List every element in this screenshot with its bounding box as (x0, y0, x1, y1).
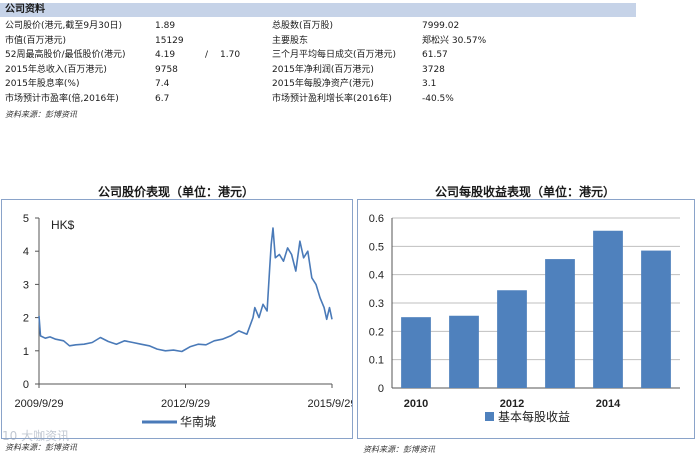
eps-bar (401, 317, 431, 388)
info-label: 总股数(百万股) (272, 21, 334, 31)
info-value: 1.89 (155, 21, 176, 31)
info-value: 9758 (155, 64, 178, 75)
source-note-left: 资料来源：彭博资讯 (5, 443, 77, 452)
price-series-line (38, 227, 333, 353)
y-tick-label: 0.3 (369, 298, 384, 310)
info-value: 61.57 (422, 50, 448, 60)
price-chart-frame: 0 1 2 3 4 5 2009/9/29 2012/9/29 2015/9/29 HK$ 华南城 (1, 199, 357, 439)
x-tick-label: 2012 (500, 398, 524, 410)
eps-bar-chart: 0 0.1 0.2 0.3 0.4 0.5 0.6 2010 2012 2014 基本每股收益 (369, 213, 680, 424)
eps-bar (545, 259, 575, 388)
y-tick-label: 1 (23, 346, 29, 358)
price-line-chart: 0 1 2 3 4 5 2009/9/29 2012/9/29 2015/9/29 HK$ 华南城 (15, 213, 357, 429)
legend-label: 华南城 (180, 414, 216, 429)
legend-swatch (485, 412, 494, 421)
info-label: 市场预计盈利增长率(2016年) (272, 93, 392, 104)
x-tick-label: 2009/9/29 (15, 398, 64, 410)
x-tick-label: 2014 (596, 398, 621, 410)
info-value: 3728 (422, 64, 445, 75)
info-label: 市场预计市盈率(倍,2016年) (5, 93, 119, 104)
eps-chart-frame: 0 0.1 0.2 0.3 0.4 0.5 0.6 2010 2012 2014 基本每股收益 (357, 199, 695, 439)
x-tick-label: 2010 (404, 398, 428, 410)
eps-bar (497, 290, 527, 388)
source-note-right: 资料来源：彭博资讯 (363, 445, 435, 454)
y-tick-label: 0.5 (369, 241, 384, 253)
watermark: 10 大咖资讯 (2, 429, 70, 443)
info-value: 7999.02 (422, 21, 460, 31)
info-value: 4.19 (155, 50, 176, 60)
info-value: -40.5% (422, 93, 454, 104)
y-tick-label: 2 (23, 313, 29, 325)
info-value: 郑松兴 30.57% (422, 35, 487, 46)
info-label: 公司股价(港元,截至9月30日) (5, 21, 123, 31)
info-separator: / (205, 50, 209, 60)
info-value: 6.7 (155, 93, 170, 104)
section-title: 公司资料 (5, 4, 45, 15)
y-tick-label: 0 (23, 379, 29, 391)
y-tick-label: 0.4 (369, 270, 384, 282)
y-tick-label: 0.2 (369, 326, 384, 338)
y-axis-label: HK$ (51, 218, 75, 232)
eps-bar (641, 250, 671, 388)
info-value: 15129 (155, 35, 184, 46)
y-tick-label: 3 (23, 279, 29, 291)
y-tick-label: 5 (23, 213, 29, 225)
price-chart-title: 公司股价表现（单位：港元） (97, 185, 254, 199)
eps-bar (593, 230, 623, 388)
x-tick-label: 2012/9/29 (161, 398, 210, 410)
info-label: 2015年股息率(%) (5, 79, 80, 89)
info-label: 2015年净利润(百万港元) (272, 64, 374, 75)
info-label: 主要股东 (272, 35, 309, 46)
section-header: 公司资料 (0, 3, 636, 17)
source-note-top: 资料来源：彭博资讯 (5, 110, 77, 119)
y-tick-label: 0 (378, 383, 384, 395)
info-label: 2015年总收入(百万港元) (5, 64, 107, 75)
info-value: 7.4 (155, 79, 170, 89)
info-label: 2015年每股净资产(港元) (272, 79, 374, 89)
eps-bar (449, 315, 479, 388)
y-tick-label: 0.6 (369, 213, 384, 225)
info-label: 市值(百万港元) (5, 35, 67, 46)
info-value: 3.1 (422, 79, 437, 89)
eps-chart-title: 公司每股收益表现（单位：港元） (434, 185, 615, 199)
x-tick-label: 2015/9/29 (308, 398, 352, 410)
info-label: 三个月平均每日成交(百万港元) (272, 50, 397, 60)
info-label: 52周最高股价/最低股价(港元) (5, 50, 126, 60)
y-tick-label: 4 (23, 246, 29, 258)
legend-label: 基本每股收益 (498, 409, 570, 424)
y-tick-label: 0.1 (369, 355, 384, 367)
info-value-secondary: 1.70 (220, 50, 241, 60)
